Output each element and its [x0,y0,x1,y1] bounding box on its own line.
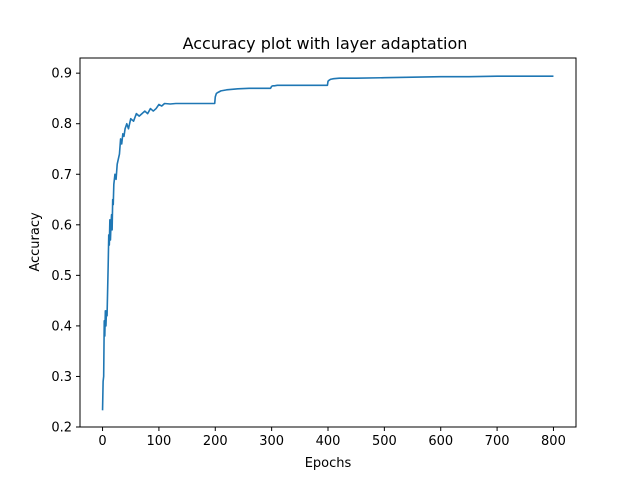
x-tick-label: 500 [372,434,397,449]
x-tick-label: 0 [98,434,106,449]
x-tick-label: 200 [203,434,228,449]
x-axis: 0 100 200 300 400 500 600 700 800 [98,427,566,449]
x-tick-label: 800 [541,434,566,449]
y-axis: 0.2 0.3 0.4 0.5 0.6 0.7 0.8 0.9 [51,67,80,436]
accuracy-series-line [101,75,554,411]
y-tick-label: 0.6 [51,218,72,233]
x-axis-label: Epochs [305,456,352,471]
plot-frame [79,57,577,428]
y-tick-label: 0.4 [51,319,72,334]
y-tick-label: 0.5 [51,269,72,284]
y-tick-label: 0.7 [51,168,72,183]
y-tick-label: 0.3 [51,370,72,385]
x-tick-label: 400 [316,434,341,449]
y-tick-label: 0.8 [51,117,72,132]
x-tick-label: 300 [259,434,284,449]
plot-area [101,75,554,411]
x-tick-label: 700 [485,434,510,449]
y-tick-label: 0.9 [51,67,72,82]
y-axis-label: Accuracy [28,212,43,272]
y-tick-label: 0.2 [51,421,72,436]
chart-title: Accuracy plot with layer adaptation [183,34,468,53]
x-tick-label: 100 [146,434,171,449]
x-tick-label: 600 [428,434,453,449]
